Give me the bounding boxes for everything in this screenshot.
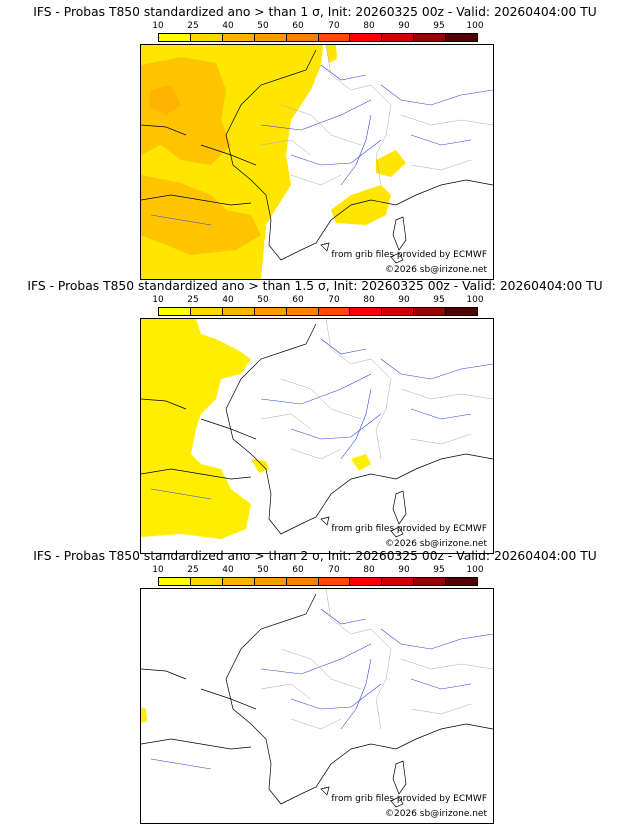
colorbar-tick-label: 95 [433,21,445,31]
colorbar-segment [446,578,478,585]
probability-map: from grib files provided by ECMWF ©2026 … [140,318,494,554]
colorbar-tick-label: 50 [257,295,269,305]
source-credit: from grib files provided by ECMWF [331,524,487,534]
borders [260,319,493,460]
coastlines [141,323,493,538]
colorbar-segment [254,578,287,585]
colorbar-segment [222,34,255,41]
colorbar-tick-label: 10 [152,21,164,31]
colorbar-tick-label: 95 [433,565,445,575]
colorbar-segment [190,34,223,41]
source-credit: from grib files provided by ECMWF [331,794,487,804]
coastlines [141,49,493,264]
colorbar-segment [254,34,287,41]
colorbar-tick-label: 100 [466,295,484,305]
borders [260,45,493,186]
colorbar [158,307,478,316]
colorbar-segment [382,578,415,585]
colorbar-tick-label: 95 [433,295,445,305]
colorbar-tick-label: 90 [398,565,410,575]
colorbar-segment [159,34,191,41]
rivers [150,64,493,226]
forecast-panel-2sigma: IFS - Probas T850 standardized ano > tha… [0,548,630,824]
colorbar-tick-label: 50 [257,565,269,575]
probability-shading [141,319,371,539]
colorbar-tick-label: 10 [152,295,164,305]
rivers [150,338,493,500]
borders [260,589,493,730]
colorbar-segment [190,308,223,315]
colorbar-segment [350,308,383,315]
forecast-panel-1sigma: IFS - Probas T850 standardized ano > tha… [0,4,630,280]
colorbar-tick-label: 25 [187,21,199,31]
probability-shading [141,45,406,279]
colorbar-tick-label: 90 [398,295,410,305]
forecast-panel-1-5sigma: IFS - Probas T850 standardized ano > tha… [0,278,630,554]
colorbar-tick-label: 70 [328,21,340,31]
colorbar-segment [222,578,255,585]
colorbar [158,33,478,42]
colorbar-tick-label: 80 [363,21,375,31]
colorbar-tick-label: 100 [466,21,484,31]
colorbar-tick-label: 70 [328,565,340,575]
colorbar-segment [350,34,383,41]
colorbar-segment [254,308,287,315]
colorbar-segment [414,578,447,585]
colorbar-tick-label: 60 [292,21,304,31]
colorbar-tick-label: 25 [187,565,199,575]
colorbar-tick-label: 50 [257,21,269,31]
colorbar-segment [350,578,383,585]
probability-map: from grib files provided by ECMWF ©2026 … [140,44,494,280]
map-svg [141,319,493,539]
source-credit: from grib files provided by ECMWF [331,250,487,260]
colorbar-tick-label: 40 [222,565,234,575]
colorbar-segment [286,578,319,585]
colorbar-segment [222,308,255,315]
rivers [150,608,493,770]
colorbar-tick-label: 80 [363,295,375,305]
colorbar-segment [286,34,319,41]
coastlines [141,593,493,808]
map-svg [141,45,493,279]
map-svg [141,589,493,808]
colorbar-segment [414,34,447,41]
colorbar-tick-label: 40 [222,21,234,31]
copyright-credit: ©2026 sb@irizone.net [385,265,487,275]
colorbar-segment [382,308,415,315]
colorbar-segment [159,308,191,315]
panel-title: IFS - Probas T850 standardized ano > tha… [33,549,597,563]
probability-map: from grib files provided by ECMWF ©2026 … [140,588,494,824]
colorbar [158,577,478,586]
panel-title: IFS - Probas T850 standardized ano > tha… [27,279,603,293]
colorbar-segment [382,34,415,41]
colorbar-tick-label: 90 [398,21,410,31]
probability-shading [141,707,147,723]
copyright-credit: ©2026 sb@irizone.net [385,809,487,819]
colorbar-segment [190,578,223,585]
colorbar-tick-label: 100 [466,565,484,575]
colorbar-segment [286,308,319,315]
colorbar-tick-label: 25 [187,295,199,305]
colorbar-segment [318,308,351,315]
colorbar-tick-label: 60 [292,295,304,305]
colorbar-tick-label: 80 [363,565,375,575]
colorbar-segment [446,34,478,41]
colorbar-tick-label: 40 [222,295,234,305]
panel-title: IFS - Probas T850 standardized ano > tha… [33,5,597,19]
colorbar-segment [318,34,351,41]
colorbar-segment [414,308,447,315]
colorbar-tick-label: 60 [292,565,304,575]
colorbar-segment [446,308,478,315]
colorbar-tick-label: 10 [152,565,164,575]
copyright-credit: ©2026 sb@irizone.net [385,539,487,549]
colorbar-tick-label: 70 [328,295,340,305]
colorbar-segment [318,578,351,585]
colorbar-segment [159,578,191,585]
